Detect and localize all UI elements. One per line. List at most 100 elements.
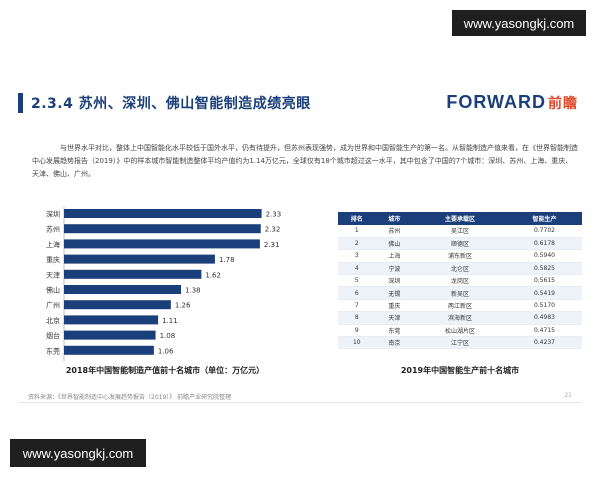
bar bbox=[64, 285, 182, 294]
category-label: 北京 bbox=[46, 316, 60, 325]
header-zone: 主要承载区 bbox=[413, 212, 507, 225]
bar bbox=[64, 315, 159, 325]
category-label: 天津 bbox=[46, 271, 60, 279]
bar bbox=[64, 300, 171, 310]
cell-zone: 滨海新区 bbox=[413, 311, 507, 325]
category-label: 苏州 bbox=[46, 225, 60, 234]
cell-rank: 8 bbox=[338, 311, 376, 325]
table-row: 5 深圳 龙岗区 0.5615 bbox=[338, 274, 582, 288]
table-body: 1 苏州 吴江区 0.7702 2 佛山 顺德区 0.6178 3 上海 浦东新区 0.5940 4 宁波… bbox=[338, 225, 582, 350]
table-header-row: 排名 城市 主要承载区 智能生产 bbox=[338, 212, 582, 225]
cell-zone: 浦东新区 bbox=[413, 249, 507, 263]
logo-cn: 前瞻 bbox=[548, 95, 578, 111]
value-label: 1.26 bbox=[175, 302, 191, 310]
forward-logo: FORWARD 前瞻 bbox=[446, 92, 578, 113]
cell-zone: 江宁区 bbox=[413, 336, 507, 350]
cell-score: 0.4983 bbox=[506, 311, 582, 325]
section-title: 2.3.4 苏州、深圳、佛山智能制造成绩亮眼 bbox=[31, 96, 311, 112]
cell-city: 东莞 bbox=[375, 324, 414, 338]
cell-rank: 5 bbox=[338, 274, 376, 288]
category-label: 上海 bbox=[46, 240, 60, 249]
cell-zone: 松山湖片区 bbox=[413, 324, 507, 338]
value-label: 1.78 bbox=[219, 256, 235, 264]
watermark-top: www.yasongkj.com bbox=[452, 10, 586, 36]
table-row: 8 天津 滨海新区 0.4983 bbox=[338, 311, 582, 325]
footer-divider bbox=[18, 402, 582, 403]
cell-city: 天津 bbox=[375, 311, 414, 325]
cell-score: 0.5940 bbox=[506, 249, 582, 263]
cell-rank: 6 bbox=[338, 286, 376, 300]
cell-score: 0.4715 bbox=[506, 324, 582, 338]
header-rank: 排名 bbox=[338, 212, 376, 225]
value-label: 1.62 bbox=[205, 271, 221, 279]
cell-city: 深圳 bbox=[375, 274, 414, 288]
table-title: 2019年中国智能生产前十名城市 bbox=[400, 366, 520, 375]
category-label: 重庆 bbox=[46, 255, 60, 264]
table-row: 2 佛山 顺德区 0.6178 bbox=[338, 237, 582, 251]
cell-rank: 4 bbox=[338, 262, 376, 276]
title-accent-bar bbox=[18, 93, 23, 113]
cell-zone: 顺德区 bbox=[413, 237, 507, 251]
bar bbox=[64, 209, 262, 218]
cell-rank: 2 bbox=[338, 237, 376, 251]
cell-city: 无锡 bbox=[375, 286, 414, 300]
value-label: 1.11 bbox=[162, 317, 178, 325]
watermark-bottom: www.yasongkj.com bbox=[10, 439, 146, 467]
table-row: 1 苏州 吴江区 0.7702 bbox=[338, 225, 582, 238]
bar bbox=[64, 269, 202, 279]
value-label: 2.31 bbox=[264, 241, 280, 249]
table-row: 9 东莞 松山湖片区 0.4715 bbox=[338, 324, 582, 338]
bar bbox=[64, 330, 156, 340]
page-number: 21 bbox=[564, 392, 572, 399]
cell-rank: 3 bbox=[338, 249, 376, 263]
bar-chart-title: 2018年中国智能制造产值前十名城市（单位：万亿元） bbox=[65, 366, 265, 375]
cell-rank: 7 bbox=[338, 299, 376, 313]
cell-zone: 龙岗区 bbox=[413, 274, 507, 288]
cell-rank: 1 bbox=[338, 225, 376, 238]
table-row: 3 上海 浦东新区 0.5940 bbox=[338, 249, 582, 263]
bar-chart-svg: 深圳 2.33 苏州 2.32 上海 2.31 重庆 1.78 天津 1.62 佛山 1.38 广州 1.… bbox=[46, 207, 282, 361]
table-row: 7 重庆 两江新区 0.5170 bbox=[338, 299, 582, 313]
cell-city: 南京 bbox=[375, 336, 414, 350]
cell-zone: 新吴区 bbox=[413, 286, 507, 300]
cell-city: 宁波 bbox=[375, 262, 414, 276]
cell-city: 重庆 bbox=[375, 299, 414, 313]
table-row: 4 宁波 北仑区 0.5825 bbox=[338, 262, 582, 276]
cell-rank: 10 bbox=[338, 336, 376, 350]
bar bbox=[64, 239, 260, 249]
table-row: 10 南京 江宁区 0.4237 bbox=[338, 336, 582, 350]
header-score: 智能生产 bbox=[506, 212, 582, 225]
cell-score: 0.6178 bbox=[506, 237, 582, 251]
ranking-table: 排名 城市 主要承载区 智能生产 1 苏州 吴江区 0.7702 2 佛山 顺德区 0.617… bbox=[338, 212, 582, 350]
output-bar-chart: 深圳 2.33 苏州 2.32 上海 2.31 重庆 1.78 天津 1.62 佛山 1.38 广州 1.… bbox=[36, 203, 300, 365]
category-label: 佛山 bbox=[46, 286, 60, 295]
cell-score: 0.5615 bbox=[506, 274, 582, 288]
cell-zone: 吴江区 bbox=[413, 225, 507, 238]
cell-score: 0.5825 bbox=[506, 262, 582, 276]
cell-city: 上海 bbox=[375, 249, 414, 263]
cell-zone: 北仑区 bbox=[413, 262, 507, 276]
cell-city: 佛山 bbox=[375, 237, 414, 251]
header-city: 城市 bbox=[375, 212, 414, 225]
cell-rank: 9 bbox=[338, 324, 376, 338]
footer-source: 资料来源：《世界智能制造中心发展趋势报告（2019）》 前瞻产业研究院整理 bbox=[28, 394, 232, 401]
cell-zone: 两江新区 bbox=[413, 299, 507, 313]
value-label: 2.32 bbox=[265, 226, 281, 234]
category-label: 深圳 bbox=[46, 210, 60, 219]
value-label: 1.06 bbox=[158, 347, 174, 355]
intro-paragraph: 与世界水平对比，整体上中国智能化水平较低于国外水平，仍有待提升，但苏州表现强势，… bbox=[32, 144, 578, 178]
bar bbox=[64, 254, 215, 264]
table-row: 6 无锡 新吴区 0.5419 bbox=[338, 286, 582, 300]
section-header: 2.3.4 苏州、深圳、佛山智能制造成绩亮眼 FORWARD 前瞻 bbox=[18, 90, 578, 116]
value-label: 1.08 bbox=[160, 332, 176, 340]
category-label: 烟台 bbox=[46, 331, 60, 340]
value-label: 1.38 bbox=[185, 287, 201, 295]
category-label: 广州 bbox=[46, 301, 60, 310]
cell-score: 0.5170 bbox=[506, 299, 582, 313]
cell-score: 0.5419 bbox=[506, 286, 582, 300]
cell-score: 0.4237 bbox=[506, 336, 582, 350]
logo-en: FORWARD bbox=[446, 92, 546, 112]
value-label: 2.33 bbox=[266, 211, 282, 219]
bar bbox=[64, 224, 261, 234]
cell-score: 0.7702 bbox=[506, 225, 582, 238]
